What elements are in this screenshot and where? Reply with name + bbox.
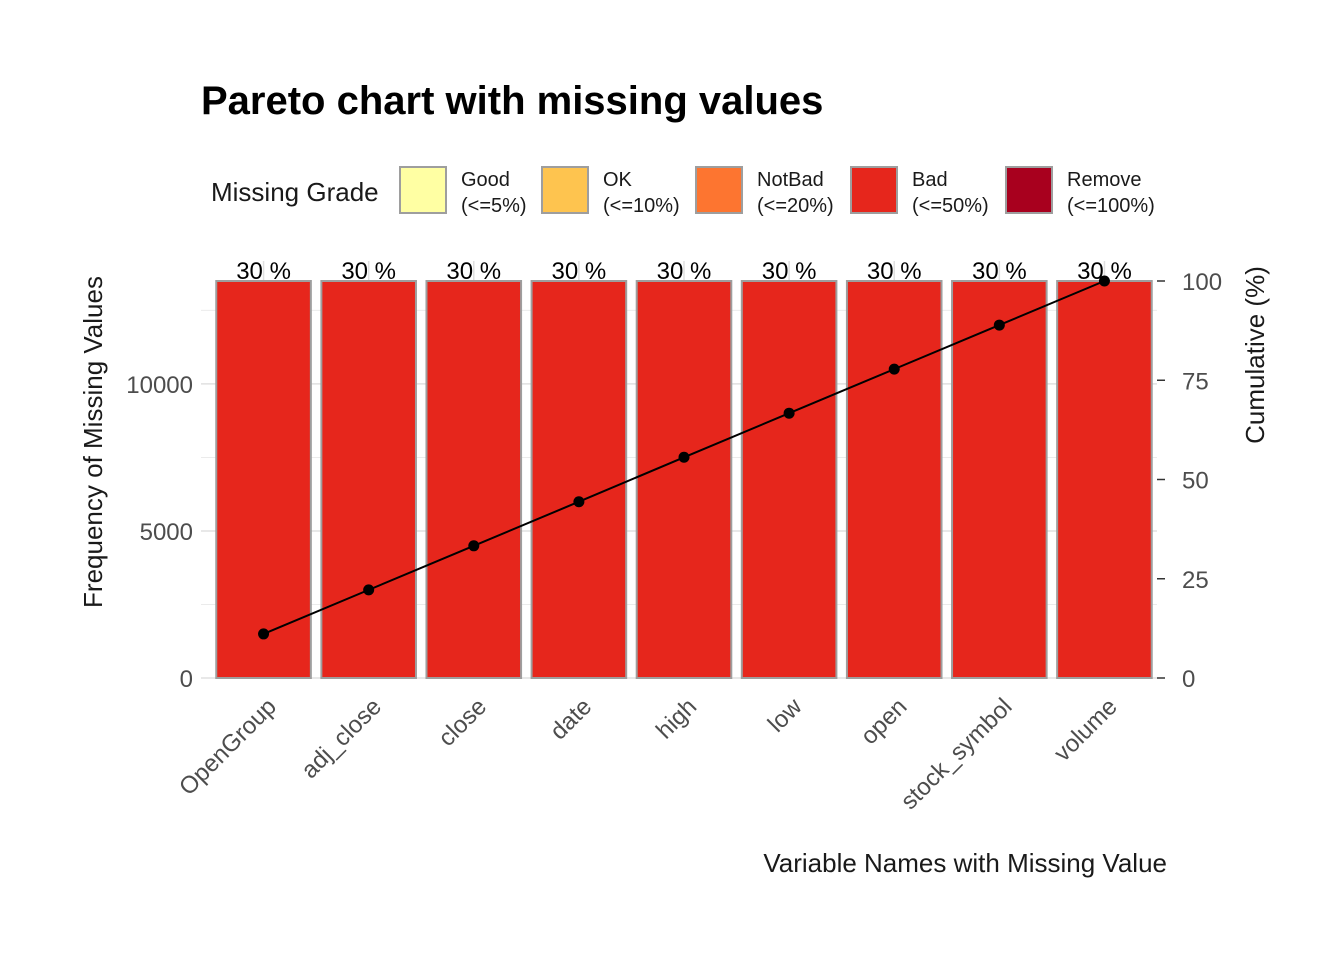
legend-range: (<=20%) bbox=[757, 195, 834, 217]
cumulative-point bbox=[258, 628, 270, 640]
bar-label: 30 % bbox=[341, 258, 396, 285]
x-tick-label: date bbox=[545, 693, 597, 745]
bar-labels: 30 % 30 % 30 % 30 % 30 % 30 % 30 % 30 % 30 % bbox=[236, 258, 1132, 285]
cumulative-point bbox=[573, 496, 585, 508]
bar-open bbox=[845, 280, 943, 679]
cumulative-point bbox=[783, 407, 795, 419]
cumulative-point bbox=[888, 363, 900, 375]
x-tick-label: open bbox=[856, 693, 913, 750]
x-tick-label: volume bbox=[1049, 693, 1123, 767]
bar-low bbox=[740, 280, 838, 679]
x-axis: OpenGroup adj_close close date high low openst… bbox=[174, 693, 1123, 815]
y2-tick-label: 75 bbox=[1182, 368, 1209, 395]
bar-label: 30 % bbox=[552, 258, 607, 285]
legend-label: OK bbox=[603, 169, 633, 191]
legend: Missing Grade Good (<=5%) OK (<=10%) NotBad (… bbox=[211, 166, 1155, 217]
bar-high bbox=[635, 280, 733, 679]
cumulative-line bbox=[258, 275, 1110, 640]
y2-tick-label: 0 bbox=[1182, 666, 1195, 693]
cumulative-point bbox=[363, 584, 375, 596]
legend-item-ok: OK (<=10%) bbox=[541, 166, 680, 217]
chart-title: Pareto chart with missing values bbox=[201, 79, 823, 123]
x-tick-label: low bbox=[763, 693, 808, 738]
y2-tick-label: 100 bbox=[1182, 269, 1222, 296]
y-tick-label: 0 bbox=[180, 666, 193, 693]
legend-label: Good bbox=[461, 169, 510, 191]
y-axis-right: 0 25 50 75 100 bbox=[1157, 269, 1222, 693]
y2-tick-label: 50 bbox=[1182, 468, 1209, 495]
legend-range: (<=100%) bbox=[1067, 195, 1155, 217]
bar-adj_close bbox=[320, 280, 417, 679]
bar-label: 30 % bbox=[972, 258, 1027, 285]
cumulative-point bbox=[678, 451, 690, 463]
legend-title: Missing Grade bbox=[211, 177, 379, 207]
legend-range: (<=50%) bbox=[912, 195, 989, 217]
legend-item-bad: Bad (<=50%) bbox=[850, 166, 989, 217]
y-tick-label: 5000 bbox=[140, 519, 193, 546]
bar-volume bbox=[1056, 280, 1153, 679]
y-tick-label: 10000 bbox=[126, 372, 193, 399]
legend-label: NotBad bbox=[757, 169, 824, 191]
legend-label: Bad bbox=[912, 169, 948, 191]
legend-range: (<=5%) bbox=[461, 195, 527, 217]
x-axis-title: Variable Names with Missing Value bbox=[763, 848, 1167, 878]
legend-item-good: Good (<=5%) bbox=[399, 166, 527, 217]
bar-label: 30 % bbox=[762, 258, 817, 285]
y2-axis-title: Cumulative (%) bbox=[1240, 266, 1270, 444]
bar-date bbox=[530, 280, 628, 679]
x-tick-label: high bbox=[651, 693, 702, 744]
cumulative-point bbox=[468, 540, 480, 552]
bar-label: 30 % bbox=[657, 258, 712, 285]
legend-item-remove: Remove (<=100%) bbox=[1005, 166, 1155, 217]
cumulative-point bbox=[1098, 275, 1110, 287]
legend-item-notbad: NotBad (<=20%) bbox=[695, 166, 834, 217]
legend-swatch bbox=[399, 166, 447, 214]
legend-range: (<=10%) bbox=[603, 195, 680, 217]
y-axis-left: 0 5000 10000 bbox=[126, 372, 193, 693]
cumulative-point bbox=[993, 319, 1005, 331]
x-tick-label: close bbox=[433, 693, 492, 752]
bar-label: 30 % bbox=[867, 258, 922, 285]
x-tick-label: stock_symbol bbox=[896, 693, 1018, 815]
legend-swatch bbox=[1005, 166, 1053, 214]
bar-close bbox=[425, 280, 523, 679]
bar-stock_symbol bbox=[951, 280, 1048, 679]
bar-label: 30 % bbox=[446, 258, 501, 285]
y2-tick-label: 25 bbox=[1182, 567, 1209, 594]
legend-swatch bbox=[850, 166, 898, 214]
legend-swatch bbox=[541, 166, 589, 214]
x-tick-label: adj_close bbox=[296, 693, 387, 784]
y-axis-title: Frequency of Missing Values bbox=[78, 276, 108, 608]
bar-label: 30 % bbox=[236, 258, 291, 285]
legend-swatch bbox=[695, 166, 743, 214]
x-tick-label: OpenGroup bbox=[174, 693, 282, 801]
bar-OpenGroup bbox=[215, 280, 312, 679]
bars bbox=[215, 280, 1153, 679]
legend-label: Remove bbox=[1067, 169, 1141, 191]
